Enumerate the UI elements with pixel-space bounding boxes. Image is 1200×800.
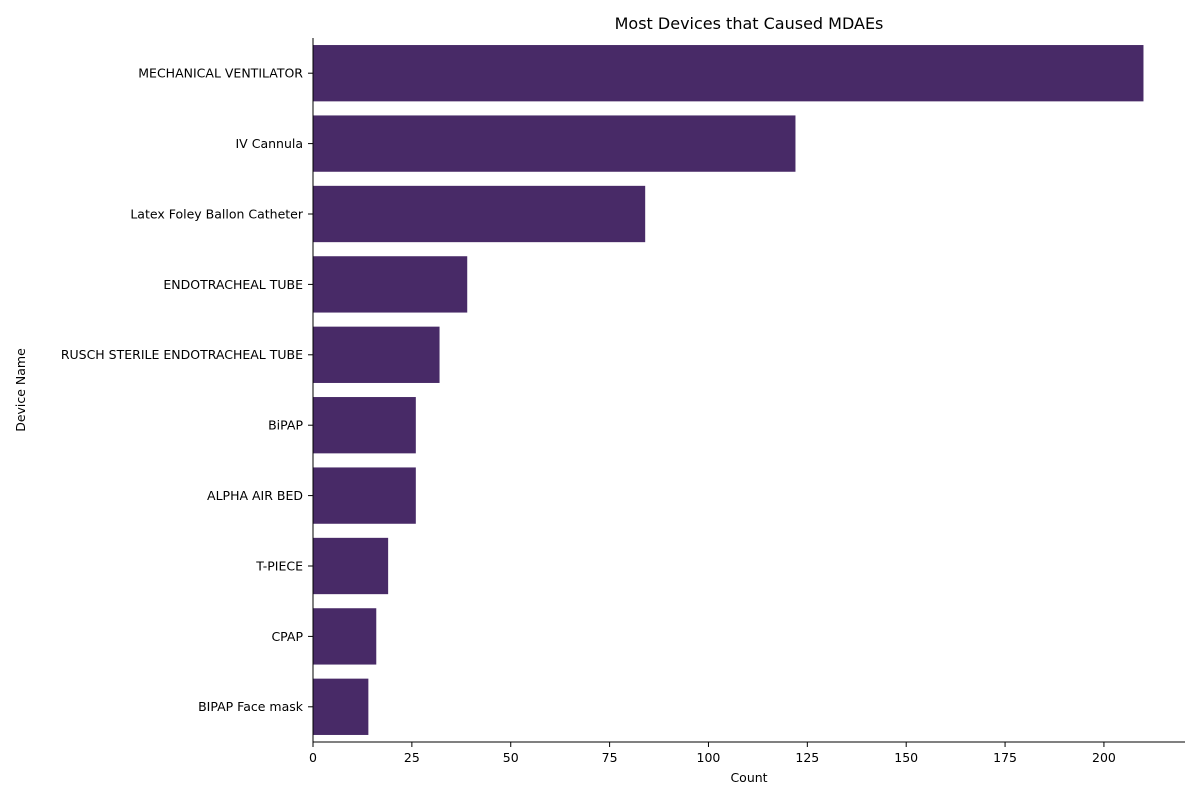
y-tick-label: IV Cannula xyxy=(236,136,304,151)
x-tick-label: 0 xyxy=(309,750,317,765)
x-axis-label: Count xyxy=(730,770,767,785)
y-tick-label: BiPAP xyxy=(268,418,303,433)
x-ticks-group: 0 25 50 75 100 125 150 175 200 xyxy=(309,742,1116,765)
x-tick-label: 150 xyxy=(894,750,918,765)
bar-iv-cannula xyxy=(313,115,796,172)
y-axis-label: Device Name xyxy=(13,348,28,432)
bar-bipap-face-mask xyxy=(313,678,369,735)
y-tick-label: ENDOTRACHEAL TUBE xyxy=(163,277,303,292)
x-tick-label: 200 xyxy=(1092,750,1116,765)
axes-frame xyxy=(312,38,1185,743)
y-tick-label: ALPHA AIR BED xyxy=(207,488,303,503)
y-tick-label: Latex Foley Ballon Catheter xyxy=(130,206,304,221)
y-tick-labels: MECHANICAL VENTILATOR IV Cannula Latex Fol… xyxy=(61,66,313,714)
chart-title: Most Devices that Caused MDAEs xyxy=(615,14,884,33)
y-tick-label: CPAP xyxy=(271,629,303,644)
bar-mechanical-ventilator xyxy=(313,45,1144,102)
x-tick-label: 100 xyxy=(697,750,721,765)
x-tick-label: 25 xyxy=(404,750,420,765)
x-tick-label: 50 xyxy=(503,750,519,765)
x-tick-label: 125 xyxy=(795,750,819,765)
bar-endotracheal-tube xyxy=(313,256,468,313)
y-tick-label: BIPAP Face mask xyxy=(198,699,304,714)
bar-cpap xyxy=(313,608,377,665)
y-tick-label: MECHANICAL VENTILATOR xyxy=(138,66,303,81)
bar-rusch-sterile-endotracheal-tube xyxy=(313,326,440,383)
x-tick-label: 75 xyxy=(602,750,618,765)
bars-group xyxy=(313,45,1144,735)
y-tick-label: RUSCH STERILE ENDOTRACHEAL TUBE xyxy=(61,347,303,362)
bar-t-piece xyxy=(313,537,389,595)
bar-bipap xyxy=(313,397,416,454)
bar-alpha-air-bed xyxy=(313,467,416,524)
y-tick-label: T-PIECE xyxy=(255,558,303,573)
bar-latex-foley-ballon-catheter xyxy=(313,185,646,243)
x-tick-label: 175 xyxy=(993,750,1017,765)
